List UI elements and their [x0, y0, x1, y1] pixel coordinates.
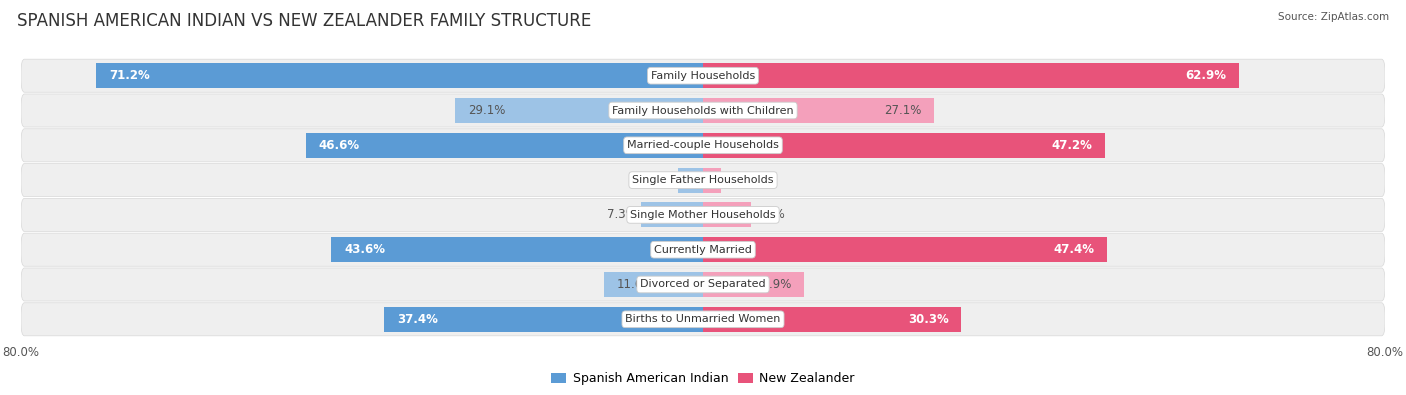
Text: 30.3%: 30.3% [908, 313, 949, 326]
Text: 7.3%: 7.3% [607, 209, 637, 222]
Text: 5.6%: 5.6% [755, 209, 785, 222]
Text: 11.9%: 11.9% [754, 278, 792, 291]
Bar [703, 237, 1107, 262]
FancyBboxPatch shape [21, 233, 1385, 266]
FancyBboxPatch shape [21, 94, 1385, 127]
Text: Single Mother Households: Single Mother Households [630, 210, 776, 220]
Text: 47.2%: 47.2% [1052, 139, 1092, 152]
Text: Source: ZipAtlas.com: Source: ZipAtlas.com [1278, 12, 1389, 22]
Text: Births to Unmarried Women: Births to Unmarried Women [626, 314, 780, 324]
FancyBboxPatch shape [21, 129, 1385, 162]
Bar [703, 167, 721, 193]
Bar [305, 133, 703, 158]
Bar [384, 307, 703, 332]
Legend: Spanish American Indian, New Zealander: Spanish American Indian, New Zealander [547, 367, 859, 390]
Text: Currently Married: Currently Married [654, 245, 752, 255]
Text: Married-couple Households: Married-couple Households [627, 140, 779, 150]
Bar [456, 98, 703, 123]
Text: 47.4%: 47.4% [1053, 243, 1094, 256]
Text: 2.1%: 2.1% [725, 173, 755, 186]
FancyBboxPatch shape [21, 268, 1385, 301]
FancyBboxPatch shape [21, 198, 1385, 231]
Bar [703, 63, 1239, 88]
Text: 43.6%: 43.6% [344, 243, 385, 256]
FancyBboxPatch shape [21, 59, 1385, 92]
Bar [605, 272, 703, 297]
Text: Family Households: Family Households [651, 71, 755, 81]
Bar [641, 202, 703, 228]
Bar [703, 133, 1105, 158]
Text: 46.6%: 46.6% [319, 139, 360, 152]
Text: 27.1%: 27.1% [884, 104, 921, 117]
Bar [96, 63, 703, 88]
Text: 62.9%: 62.9% [1185, 69, 1226, 82]
Bar [703, 202, 751, 228]
Bar [678, 167, 703, 193]
Text: 71.2%: 71.2% [108, 69, 149, 82]
Bar [703, 98, 934, 123]
Text: 11.6%: 11.6% [617, 278, 654, 291]
Text: Single Father Households: Single Father Households [633, 175, 773, 185]
Text: SPANISH AMERICAN INDIAN VS NEW ZEALANDER FAMILY STRUCTURE: SPANISH AMERICAN INDIAN VS NEW ZEALANDER… [17, 12, 591, 30]
Text: 29.1%: 29.1% [468, 104, 505, 117]
Bar [703, 307, 962, 332]
Text: 2.9%: 2.9% [644, 173, 673, 186]
Bar [703, 272, 804, 297]
Text: 37.4%: 37.4% [396, 313, 437, 326]
Bar [332, 237, 703, 262]
Text: Family Households with Children: Family Households with Children [612, 105, 794, 115]
FancyBboxPatch shape [21, 303, 1385, 336]
FancyBboxPatch shape [21, 164, 1385, 197]
Text: Divorced or Separated: Divorced or Separated [640, 280, 766, 290]
